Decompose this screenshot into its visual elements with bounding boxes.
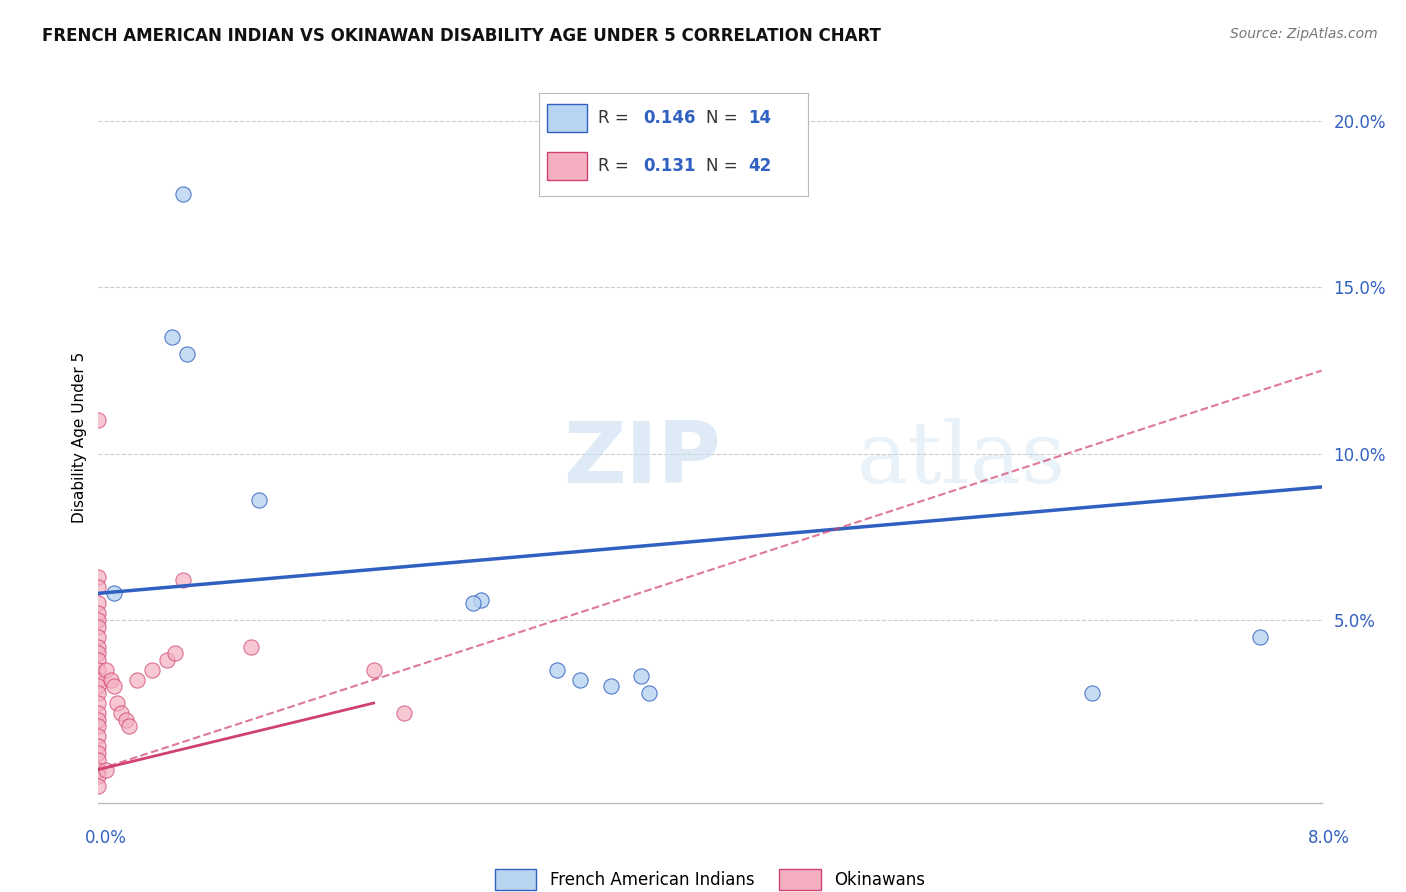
Point [87,646,110,660]
Point [103,680,125,694]
Point [630,669,652,683]
Point [87,653,110,667]
Point [87,413,110,427]
Text: FRENCH AMERICAN INDIAN VS OKINAWAN DISABILITY AGE UNDER 5 CORRELATION CHART: FRENCH AMERICAN INDIAN VS OKINAWAN DISAB… [42,27,882,45]
Point [110,706,132,720]
Point [87,596,110,610]
Point [1249,630,1271,644]
Point [103,586,125,600]
Point [163,646,186,660]
Point [363,663,385,677]
Point [172,187,194,202]
Point [87,640,110,654]
Point [87,739,110,754]
Point [392,706,416,720]
Point [87,753,110,767]
Point [87,706,110,720]
Point [569,673,592,687]
Text: ZIP: ZIP [564,417,721,500]
Point [87,619,110,633]
Point [87,580,110,594]
Point [470,593,492,607]
Point [87,570,110,584]
Point [87,729,110,743]
Point [105,696,128,710]
Point [87,686,110,700]
Point [87,613,110,627]
Point [87,696,110,710]
Point [87,673,110,687]
Text: 0.0%: 0.0% [84,829,127,847]
Point [637,686,661,700]
Point [87,713,110,727]
Point [172,573,194,587]
Point [546,663,568,677]
Point [118,719,141,733]
Point [87,779,110,793]
Text: atlas: atlas [856,417,1066,500]
Point [240,640,263,654]
Point [115,713,138,727]
Point [141,663,163,677]
Text: Source: ZipAtlas.com: Source: ZipAtlas.com [1230,27,1378,41]
Point [87,769,110,783]
Point [87,680,110,694]
Legend: French American Indians, Okinawans: French American Indians, Okinawans [495,869,925,889]
Point [1081,686,1104,700]
Point [156,653,179,667]
Point [247,493,270,508]
Point [176,347,198,361]
Point [94,663,117,677]
Text: 8.0%: 8.0% [1308,829,1350,847]
Point [94,763,117,777]
Point [87,719,110,733]
Point [87,663,110,677]
Point [87,746,110,760]
Point [160,330,183,344]
Point [87,763,110,777]
Point [599,680,621,694]
Point [461,596,484,610]
Point [87,607,110,621]
Point [87,630,110,644]
Y-axis label: Disability Age Under 5: Disability Age Under 5 [72,351,87,523]
Point [125,673,148,687]
Point [100,673,122,687]
